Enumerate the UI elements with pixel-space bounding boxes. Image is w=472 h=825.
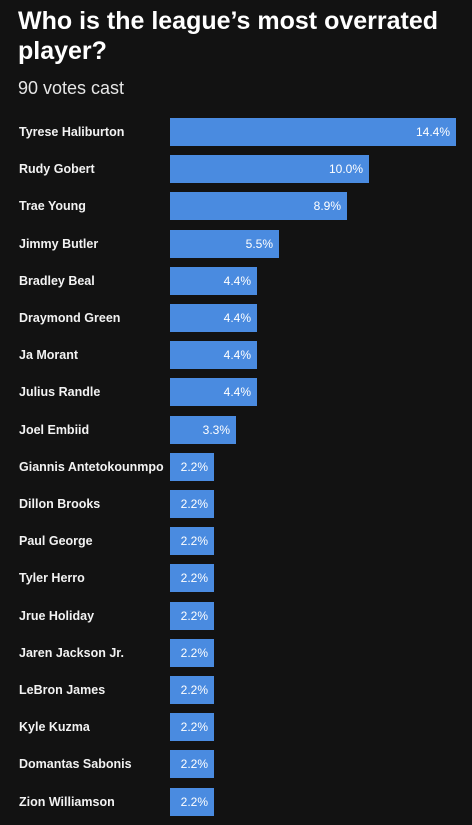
bar — [170, 304, 257, 332]
bar-row: Tyler Herro 2.2% — [0, 564, 472, 601]
category-label: Zion Williamson — [19, 794, 115, 809]
bar-row: Bradley Beal 4.4% — [0, 266, 472, 304]
bar — [170, 415, 236, 444]
value-label: 3.3% — [202, 422, 230, 437]
bar — [170, 787, 214, 816]
category-label: Kyle Kuzma — [19, 720, 90, 735]
bar-row: Paul George 2.2% — [0, 527, 472, 564]
value-label: 10.0% — [328, 162, 363, 177]
category-label: Tyrese Haliburton — [19, 125, 125, 139]
bar-row: Rudy Gobert 10.0% — [0, 155, 472, 192]
value-label: 5.5% — [245, 236, 273, 251]
category-label: Jimmy Butler — [19, 236, 99, 251]
value-label: 2.2% — [180, 459, 208, 474]
category-label: Julius Randle — [19, 385, 101, 400]
category-label: Trae Young — [19, 199, 86, 214]
value-label: 14.4% — [415, 125, 450, 139]
value-label: 2.2% — [180, 757, 208, 772]
value-label: 2.2% — [180, 608, 208, 623]
bar — [170, 341, 257, 370]
bar — [170, 676, 214, 704]
bar-row: Domantas Sabonis 2.2% — [0, 750, 472, 787]
value-label: 4.4% — [223, 273, 251, 288]
votes-count: 90 votes cast — [18, 78, 125, 98]
category-label: Paul George — [19, 534, 93, 549]
value-label: 2.2% — [180, 534, 208, 549]
bar — [170, 601, 214, 630]
bar — [170, 452, 214, 481]
category-label: Rudy Gobert — [19, 162, 95, 177]
category-label: LeBron James — [19, 683, 106, 697]
category-label: Jrue Holiday — [19, 608, 95, 623]
bar-row: Zion Williamson 2.2% — [0, 787, 472, 825]
value-label: 2.2% — [180, 497, 208, 511]
value-label: 8.9% — [313, 199, 341, 214]
bar-row: Trae Young 8.9% — [0, 192, 472, 229]
bar — [170, 192, 347, 221]
bar-row: Jrue Holiday 2.2% — [0, 601, 472, 639]
bar — [170, 229, 279, 258]
bar-row: Giannis Antetokounmpo 2.2% — [0, 452, 472, 490]
value-label: 4.4% — [223, 385, 251, 400]
category-label: Giannis Antetokounmpo — [19, 459, 164, 474]
bar — [170, 490, 214, 518]
bar-row: LeBron James 2.2% — [0, 676, 472, 713]
bar — [170, 750, 214, 779]
bar-row: Jaren Jackson Jr. 2.2% — [0, 638, 472, 676]
category-label: Jaren Jackson Jr. — [19, 645, 124, 660]
bar — [170, 527, 214, 556]
bar-row: Ja Morant 4.4% — [0, 341, 472, 378]
bar — [170, 564, 214, 593]
bar-row: Draymond Green 4.4% — [0, 304, 472, 341]
bar — [170, 266, 257, 295]
category-label: Draymond Green — [19, 311, 121, 325]
value-label: 4.4% — [223, 348, 251, 363]
bar-row: Jimmy Butler 5.5% — [0, 229, 472, 267]
bar-row: Julius Randle 4.4% — [0, 378, 472, 415]
value-label: 2.2% — [180, 645, 208, 660]
value-label: 2.2% — [180, 571, 208, 586]
bar-row: Kyle Kuzma 2.2% — [0, 713, 472, 750]
category-label: Tyler Herro — [19, 571, 85, 586]
bar — [170, 713, 214, 742]
category-label: Dillon Brooks — [19, 497, 101, 511]
bar — [170, 378, 257, 407]
category-label: Joel Embiid — [19, 422, 90, 437]
category-label: Ja Morant — [19, 348, 79, 363]
value-label: 2.2% — [180, 794, 208, 809]
value-label: 4.4% — [223, 311, 251, 325]
value-label: 2.2% — [180, 683, 208, 697]
bar-row: Joel Embiid 3.3% — [0, 415, 472, 453]
bar-row: Tyrese Haliburton 14.4% — [0, 118, 472, 155]
bar-row: Dillon Brooks 2.2% — [0, 490, 472, 527]
chart-title: Who is the league’s most overrated playe… — [18, 7, 439, 65]
bar — [170, 638, 214, 667]
bar — [170, 118, 456, 146]
value-label: 2.2% — [180, 720, 208, 735]
bar — [170, 155, 369, 184]
category-label: Bradley Beal — [19, 273, 95, 288]
category-label: Domantas Sabonis — [19, 757, 132, 772]
